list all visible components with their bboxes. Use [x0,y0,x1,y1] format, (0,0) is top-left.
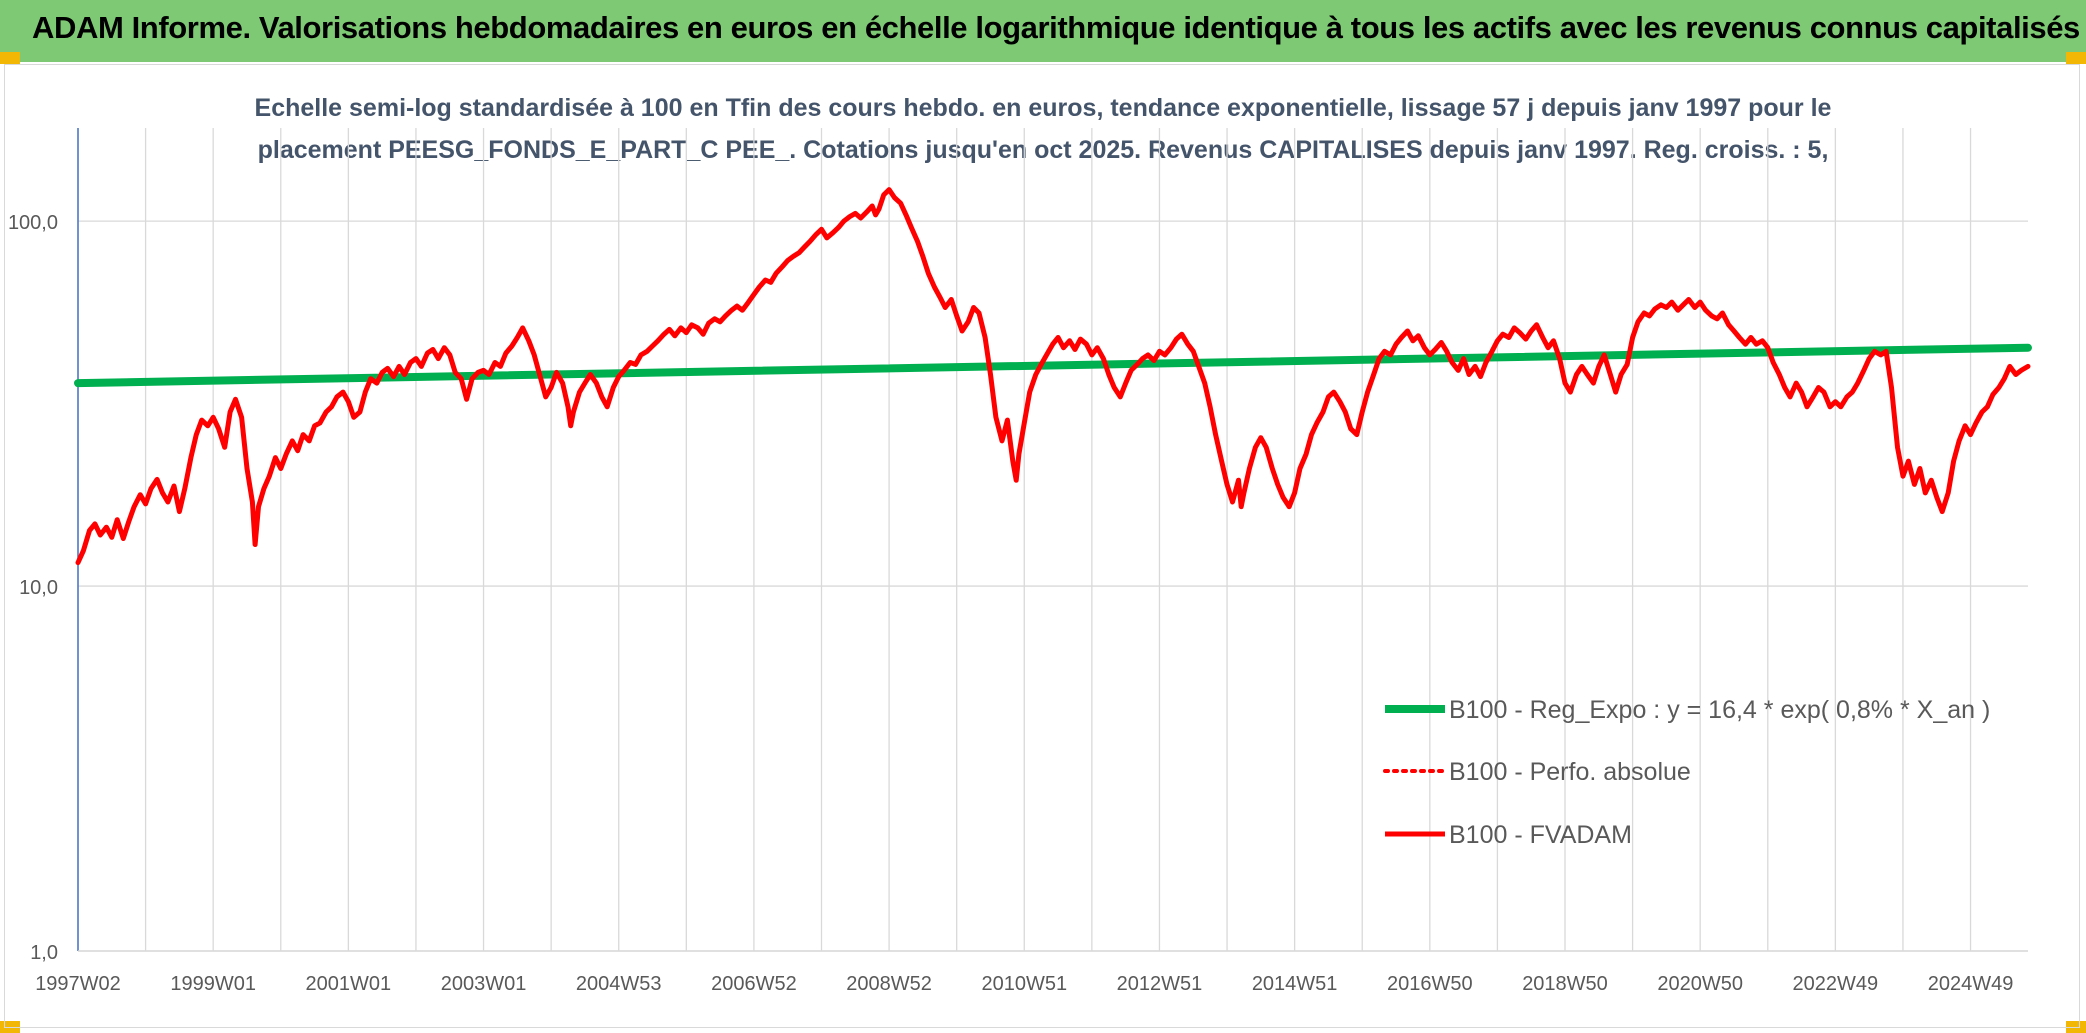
x-tick-label: 2008W52 [846,973,932,995]
corner-marker-top-left [0,52,20,64]
x-tick-label: 2022W49 [1793,973,1879,995]
series-line-2 [75,187,2031,566]
chart-frame [4,64,2080,1028]
x-tick-label: 2001W01 [306,973,392,995]
x-tick-label: 2012W51 [1117,973,1203,995]
page-title: ADAM Informe. Valorisations hebdomadaire… [32,10,2080,45]
x-tick-label: 2020W50 [1657,973,1743,995]
chart-subtitle-line-2: placement PEESG_FONDS_E_PART_C PEE_. Cot… [258,136,1829,164]
y-tick-label: 10,0 [19,577,58,599]
x-tick-label: 2006W52 [711,973,797,995]
title-bar: ADAM Informe. Valorisations hebdomadaire… [0,0,2086,62]
x-tick-label: 2014W51 [1252,973,1338,995]
y-tick-label: 1,0 [30,942,58,964]
x-tick-label: 2010W51 [981,973,1067,995]
legend-label-1: B100 - Perfo. absolue [1449,758,1691,786]
x-tick-label: 2024W49 [1928,973,2014,995]
x-tick-label: 2018W50 [1522,973,1608,995]
series-line-0 [74,343,2032,388]
x-tick-label: 2016W50 [1387,973,1473,995]
legend-label-0: B100 - Reg_Expo : y = 16,4 * exp( 0,8% *… [1449,696,1990,724]
y-tick-label: 100,0 [8,212,58,234]
corner-marker-top-right [2066,52,2086,64]
x-tick-label: 2004W53 [576,973,662,995]
chart-subtitle-line-1: Echelle semi-log standardisée à 100 en T… [255,94,1832,122]
x-tick-label: 1997W02 [35,973,121,995]
legend-label-2: B100 - FVADAM [1449,821,1632,849]
x-tick-label: 2003W01 [441,973,527,995]
x-tick-label: 1999W01 [170,973,256,995]
